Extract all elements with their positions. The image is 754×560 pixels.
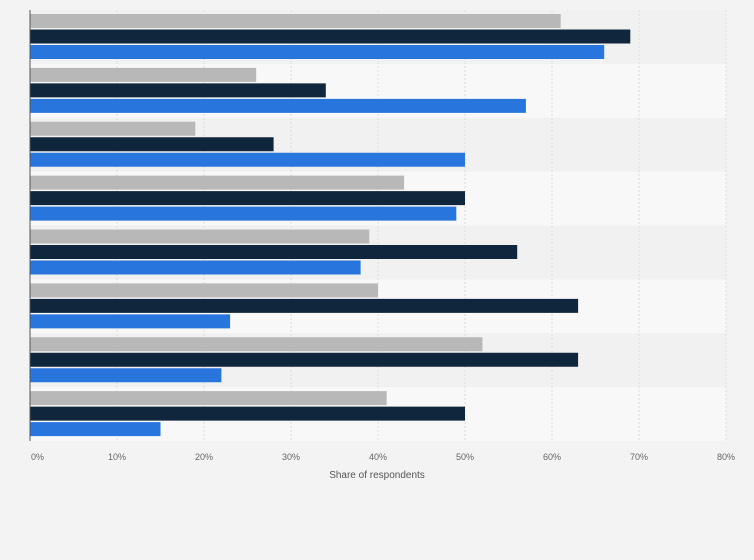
bar-series-1-category-7 <box>30 337 483 352</box>
bar-series-3-category-8 <box>30 422 161 437</box>
bar-series-1-category-6 <box>30 283 378 298</box>
bar-series-1-category-5 <box>30 229 370 244</box>
bar-series-3-category-6 <box>30 314 231 329</box>
bar-series-3-category-5 <box>30 260 361 275</box>
bar-series-1-category-8 <box>30 391 387 406</box>
x-tick-label: 10% <box>108 452 126 462</box>
x-axis-title: Share of respondents <box>329 470 425 481</box>
bar-series-3-category-2 <box>30 98 526 113</box>
bar-series-2-category-8 <box>30 406 465 421</box>
bar-series-1-category-2 <box>30 67 257 82</box>
bar-series-3-category-7 <box>30 368 222 383</box>
bar-series-2-category-1 <box>30 29 631 44</box>
bar-series-1-category-1 <box>30 14 561 28</box>
bar-series-2-category-6 <box>30 298 579 313</box>
x-tick-label: 0% <box>31 452 44 462</box>
bar-series-3-category-1 <box>30 45 605 59</box>
x-tick-label: 40% <box>369 452 387 462</box>
bar-series-2-category-4 <box>30 191 465 206</box>
bar-series-2-category-7 <box>30 352 579 367</box>
bar-series-2-category-5 <box>30 245 518 259</box>
bar-series-3-category-4 <box>30 206 457 221</box>
x-tick-label: 70% <box>630 452 648 462</box>
bar-series-1-category-3 <box>30 121 196 136</box>
x-tick-label: 60% <box>543 452 561 462</box>
x-tick-label: 20% <box>195 452 213 462</box>
bar-series-2-category-3 <box>30 137 274 152</box>
bar-series-3-category-3 <box>30 152 465 167</box>
x-tick-label: 80% <box>717 452 735 462</box>
bar-series-1-category-4 <box>30 175 405 190</box>
bar-series-2-category-2 <box>30 83 326 98</box>
x-tick-label: 50% <box>456 452 474 462</box>
x-tick-label: 30% <box>282 452 300 462</box>
